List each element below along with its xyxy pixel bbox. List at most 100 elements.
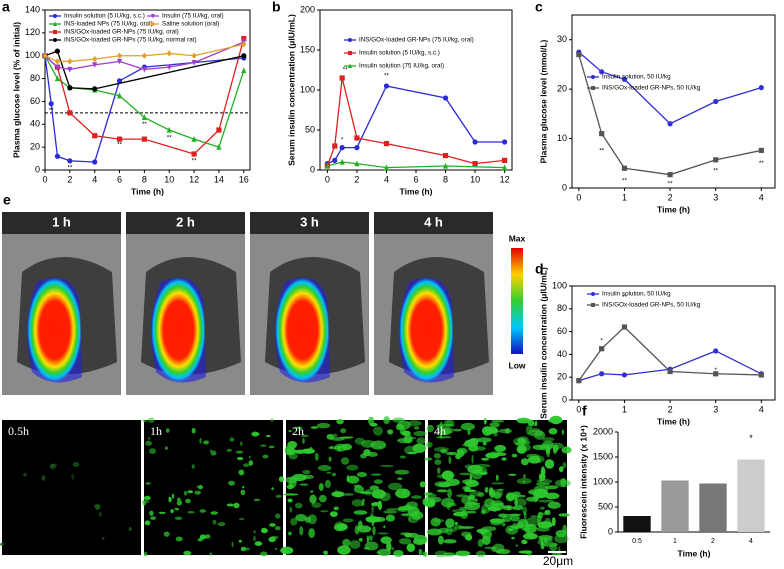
marker <box>67 58 73 65</box>
marker <box>472 139 478 145</box>
signal <box>399 277 454 383</box>
fluorescence <box>403 434 413 444</box>
fluorescence <box>288 478 297 488</box>
fluorescence <box>383 416 391 425</box>
fluorescence <box>330 437 345 441</box>
fluorescence <box>406 533 419 538</box>
fluorescence <box>329 511 338 517</box>
fluorescence <box>492 543 505 553</box>
fluorescence <box>528 429 544 437</box>
fluorescence <box>143 495 151 501</box>
fluorescence <box>533 488 549 499</box>
x-tick-label: 0 <box>576 404 581 414</box>
legend-marker <box>53 30 57 34</box>
marker <box>92 55 98 63</box>
marker <box>758 85 764 91</box>
fluorescence <box>547 501 561 509</box>
marker <box>42 52 48 59</box>
series-line <box>327 161 505 169</box>
marker <box>502 164 508 171</box>
fluorescence <box>418 548 423 556</box>
x-tick-label: 6 <box>117 174 122 184</box>
marker <box>599 371 605 377</box>
legend-marker <box>53 14 57 18</box>
x-tick-label: 1 <box>673 538 677 545</box>
x-tick-label: 4 <box>759 192 764 202</box>
fluorescence <box>295 514 307 522</box>
fluorescence <box>388 482 403 491</box>
marker <box>54 153 61 159</box>
fluorescence <box>291 473 307 482</box>
fluorescence <box>354 437 365 445</box>
x-tick-label: 1 <box>622 404 627 414</box>
fluorescence <box>515 441 526 446</box>
fluorescence <box>356 471 368 478</box>
fluorescence <box>462 479 478 485</box>
image-header <box>126 212 245 234</box>
x-tick-label: 3 <box>713 192 718 202</box>
y-tick-label: 0 <box>608 526 613 536</box>
marker <box>442 162 449 169</box>
y-tick-label: 0 <box>35 164 40 174</box>
fluorescence <box>94 504 101 510</box>
marker <box>67 110 73 116</box>
significance: ** <box>343 67 348 74</box>
fluorescence <box>433 453 441 459</box>
fluorescence <box>424 457 433 461</box>
fluorescence <box>373 479 383 485</box>
marker <box>67 85 73 91</box>
marker <box>116 52 123 59</box>
fluorescence <box>228 480 235 486</box>
fluorescence <box>558 466 564 473</box>
fluorescence <box>174 516 183 521</box>
series-line <box>578 51 762 125</box>
fluorescence <box>511 537 515 540</box>
marker <box>216 143 222 150</box>
fluorescence <box>554 534 569 544</box>
fluorescence <box>544 459 555 469</box>
fluorescence <box>385 514 396 522</box>
fluorescence <box>99 511 102 517</box>
legend-label: INS/GOx-loaded GR-NPs (75 IU/kg, oral) <box>64 29 179 36</box>
legend-label: Saline solution (oral) <box>162 21 219 28</box>
marker <box>216 127 222 133</box>
x-tick-label: 0 <box>576 192 581 202</box>
x-tick-label: 10 <box>470 174 480 184</box>
fluorescence <box>526 550 532 557</box>
fluorescence <box>476 437 492 443</box>
fluorescence <box>412 538 426 545</box>
fluorescence <box>240 546 247 552</box>
fluorescence <box>469 473 472 484</box>
fluorescence <box>283 493 299 496</box>
x-tick-label: 4 <box>749 538 753 545</box>
marker <box>48 101 54 107</box>
x-tick-label: 0.5 <box>632 538 642 545</box>
legend-label: INS-loaded NPs (75 IU/kg, oral) <box>64 21 153 28</box>
legend-label: Insulin (75 IU/kg, oral) <box>162 13 224 20</box>
fluorescence <box>426 424 434 433</box>
signal <box>151 277 206 383</box>
marker <box>92 159 98 165</box>
fluorescence <box>539 506 545 510</box>
fluorescence <box>527 532 535 538</box>
fluorescence <box>260 444 267 447</box>
marker <box>166 50 172 57</box>
marker <box>166 64 172 71</box>
x-tick-label: 2 <box>67 174 72 184</box>
fluorescence <box>286 477 297 480</box>
fluorescence <box>199 437 202 444</box>
fluorescence <box>175 536 183 542</box>
legend-marker <box>591 86 595 90</box>
significance: ** <box>668 181 673 188</box>
fluorescence <box>368 535 373 541</box>
fluorescence <box>366 535 370 544</box>
fluorescence <box>530 515 540 518</box>
fluorescence <box>542 437 555 442</box>
fluorescence <box>428 496 442 503</box>
marker <box>758 372 764 378</box>
marker <box>116 136 123 142</box>
fluorescence <box>531 460 535 464</box>
y-tick-label: 80 <box>30 73 40 83</box>
signal <box>275 277 330 383</box>
fluorescence <box>459 472 472 476</box>
